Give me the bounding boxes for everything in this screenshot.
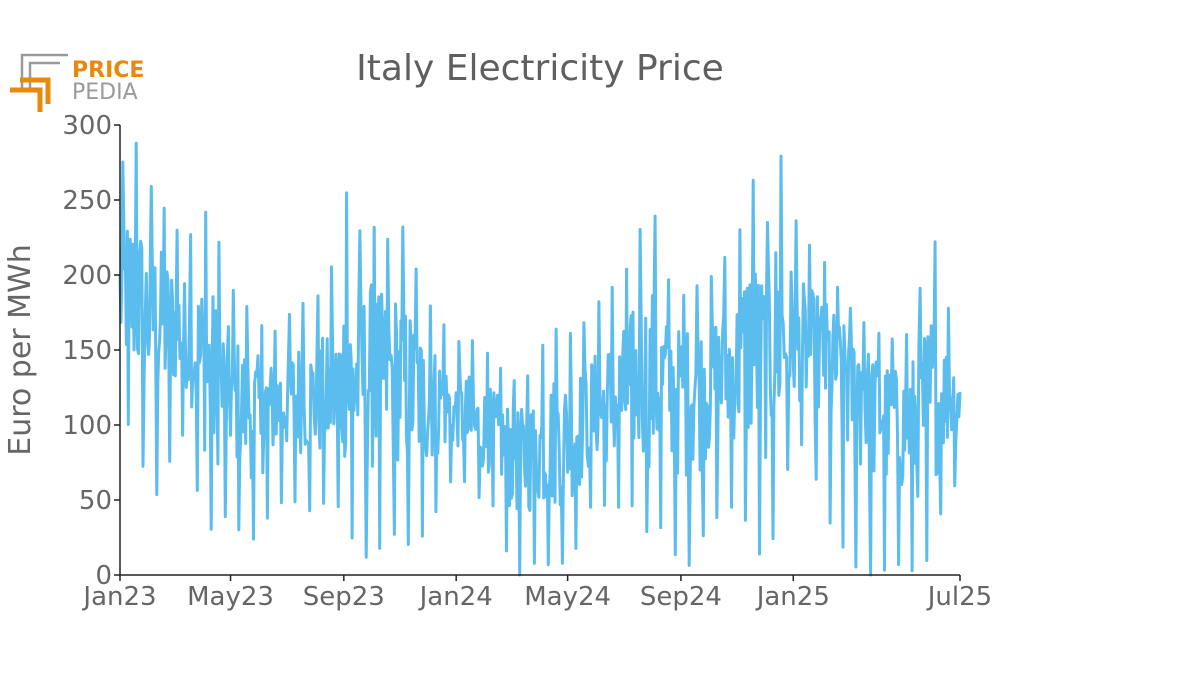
x-tick-label: Jul25 [926, 582, 992, 612]
x-tick-label: Jan24 [418, 582, 493, 612]
logo-word-pedia: PEDIA [72, 80, 138, 105]
logo-orange-bracket-outer [10, 87, 43, 112]
logo-orange-bracket-inner [20, 77, 51, 104]
chart-title: Italy Electricity Price [356, 48, 724, 89]
x-tick-label: May23 [187, 582, 274, 612]
logo-gray-bracket-outer [20, 53, 68, 88]
y-tick-label: 50 [79, 486, 112, 516]
series-line [118, 141, 962, 577]
y-tick-label: 150 [62, 336, 112, 366]
y-axis-label: Euro per MWh [3, 244, 38, 455]
x-tick-label: Jan23 [81, 582, 156, 612]
x-tick-label: May24 [524, 582, 611, 612]
y-tick-label: 100 [62, 411, 112, 441]
x-tick-label: Jan25 [755, 582, 830, 612]
pricepedia-logo: PRICE PEDIA [10, 53, 144, 112]
y-tick-label: 300 [62, 111, 112, 141]
x-tick-label: Sep24 [640, 582, 722, 612]
y-ticks: 0 50 100 150 200 250 300 [62, 111, 120, 591]
y-tick-label: 200 [62, 261, 112, 291]
x-ticks: Jan23 May23 Sep23 Jan24 May24 Sep24 Jan25 Jul25 [81, 575, 992, 612]
y-tick-label: 250 [62, 186, 112, 216]
logo-word-price: PRICE [72, 58, 144, 83]
x-tick-label: Sep23 [303, 582, 385, 612]
y-tick-label: 0 [95, 561, 112, 591]
